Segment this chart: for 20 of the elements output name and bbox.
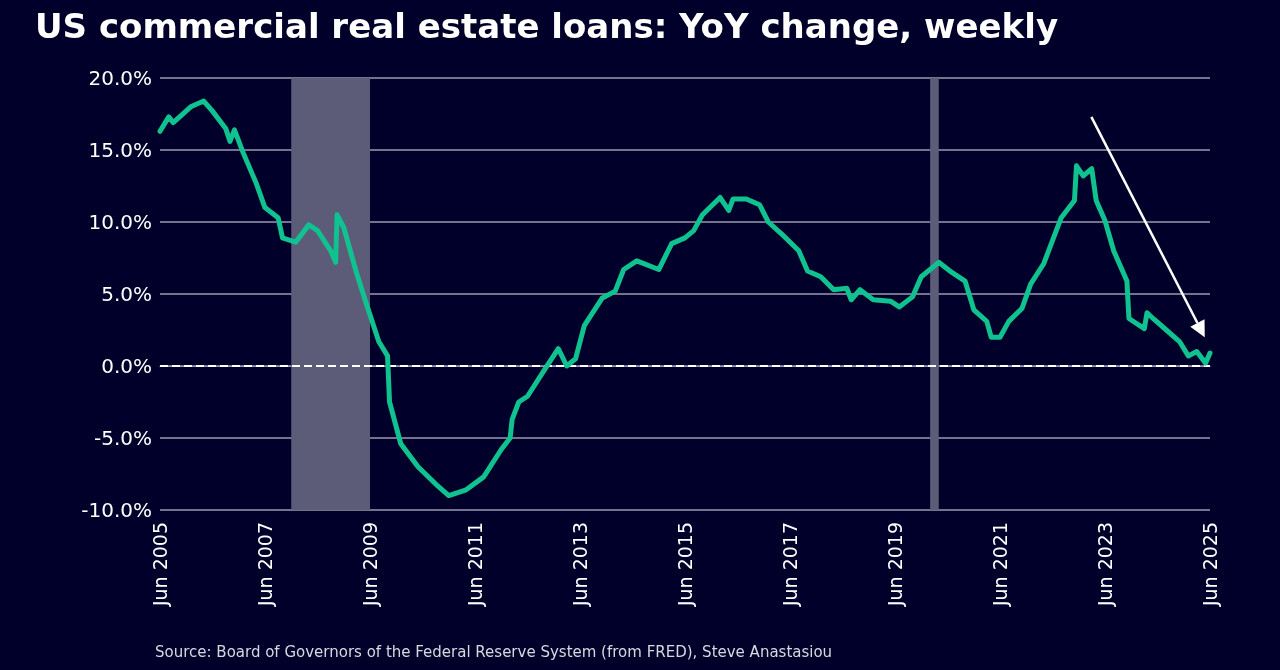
x-tick-label: Jun 2009 (359, 522, 381, 608)
x-tick-label: Jun 2005 (149, 522, 171, 608)
x-tick-label: Jun 2017 (779, 522, 801, 608)
x-tick-label: Jun 2015 (673, 522, 696, 608)
x-tick-label: Jun 2011 (463, 522, 486, 608)
x-tick-label: Jun 2021 (989, 522, 1011, 608)
y-tick-label: 0.0% (101, 354, 152, 378)
x-tick-label: Jun 2023 (1093, 522, 1116, 608)
y-tick-label: 15.0% (88, 138, 152, 162)
source-note: Source: Board of Governors of the Federal Reserve System (from FRED), Steve Anastasiou (155, 642, 833, 661)
x-tick-label: Jun 2007 (253, 522, 276, 608)
y-tick-label: 20.0% (88, 66, 152, 90)
y-tick-label: -5.0% (93, 426, 152, 450)
chart-title: US commercial real estate loans: YoY change, weekly (35, 6, 1059, 46)
y-tick-label: -10.0% (81, 498, 152, 522)
x-tick-label: Jun 2013 (569, 522, 591, 608)
x-tick-label: Jun 2019 (883, 522, 906, 608)
y-tick-label: 10.0% (88, 210, 152, 234)
x-tick-label: Jun 2025 (1199, 522, 1221, 608)
y-tick-label: 5.0% (101, 282, 152, 306)
